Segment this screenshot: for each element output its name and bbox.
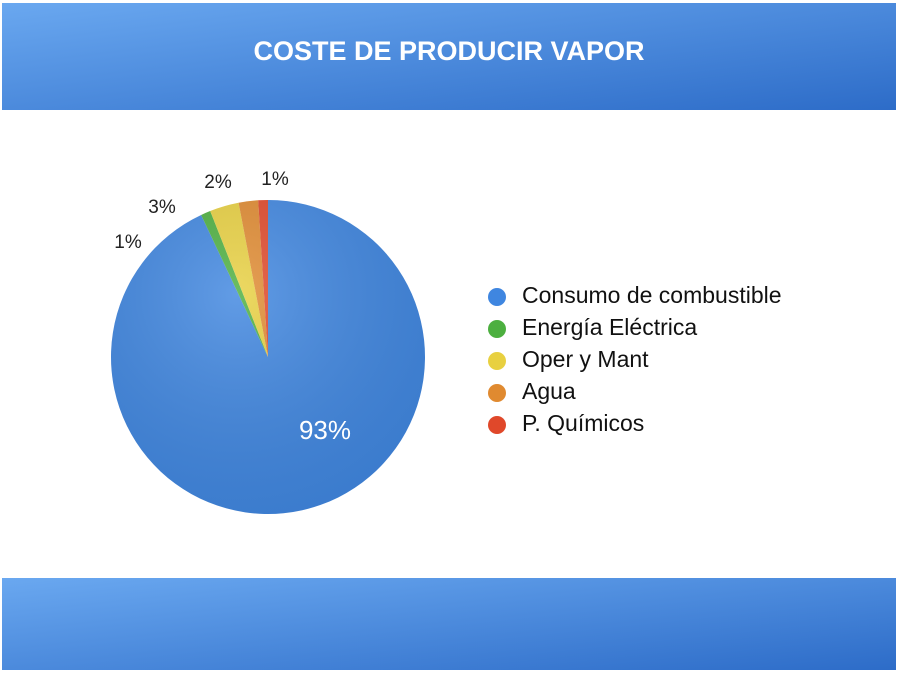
legend-label: P. Químicos bbox=[522, 410, 644, 436]
data-label: 2% bbox=[204, 172, 232, 193]
legend-marker bbox=[488, 288, 506, 306]
legend-label: Oper y Mant bbox=[522, 346, 649, 372]
legend-marker bbox=[488, 416, 506, 434]
data-label: 3% bbox=[148, 197, 176, 218]
footer-band bbox=[2, 578, 896, 670]
data-label: 1% bbox=[261, 169, 289, 190]
pie: 93% 1% 3% 2% 1% bbox=[111, 169, 426, 514]
legend: Consumo de combustible Energía Eléctrica O… bbox=[488, 282, 782, 436]
header-band bbox=[2, 3, 896, 110]
pie-slice bbox=[111, 200, 426, 514]
legend-marker bbox=[488, 384, 506, 402]
legend-marker bbox=[488, 320, 506, 338]
legend-label: Consumo de combustible bbox=[522, 282, 782, 308]
legend-label: Agua bbox=[522, 378, 576, 404]
data-label: 93% bbox=[299, 415, 351, 445]
data-label: 1% bbox=[114, 232, 142, 253]
legend-label: Energía Eléctrica bbox=[522, 314, 697, 340]
chart-title: COSTE DE PRODUCIR VAPOR bbox=[253, 36, 644, 66]
legend-marker bbox=[488, 352, 506, 370]
